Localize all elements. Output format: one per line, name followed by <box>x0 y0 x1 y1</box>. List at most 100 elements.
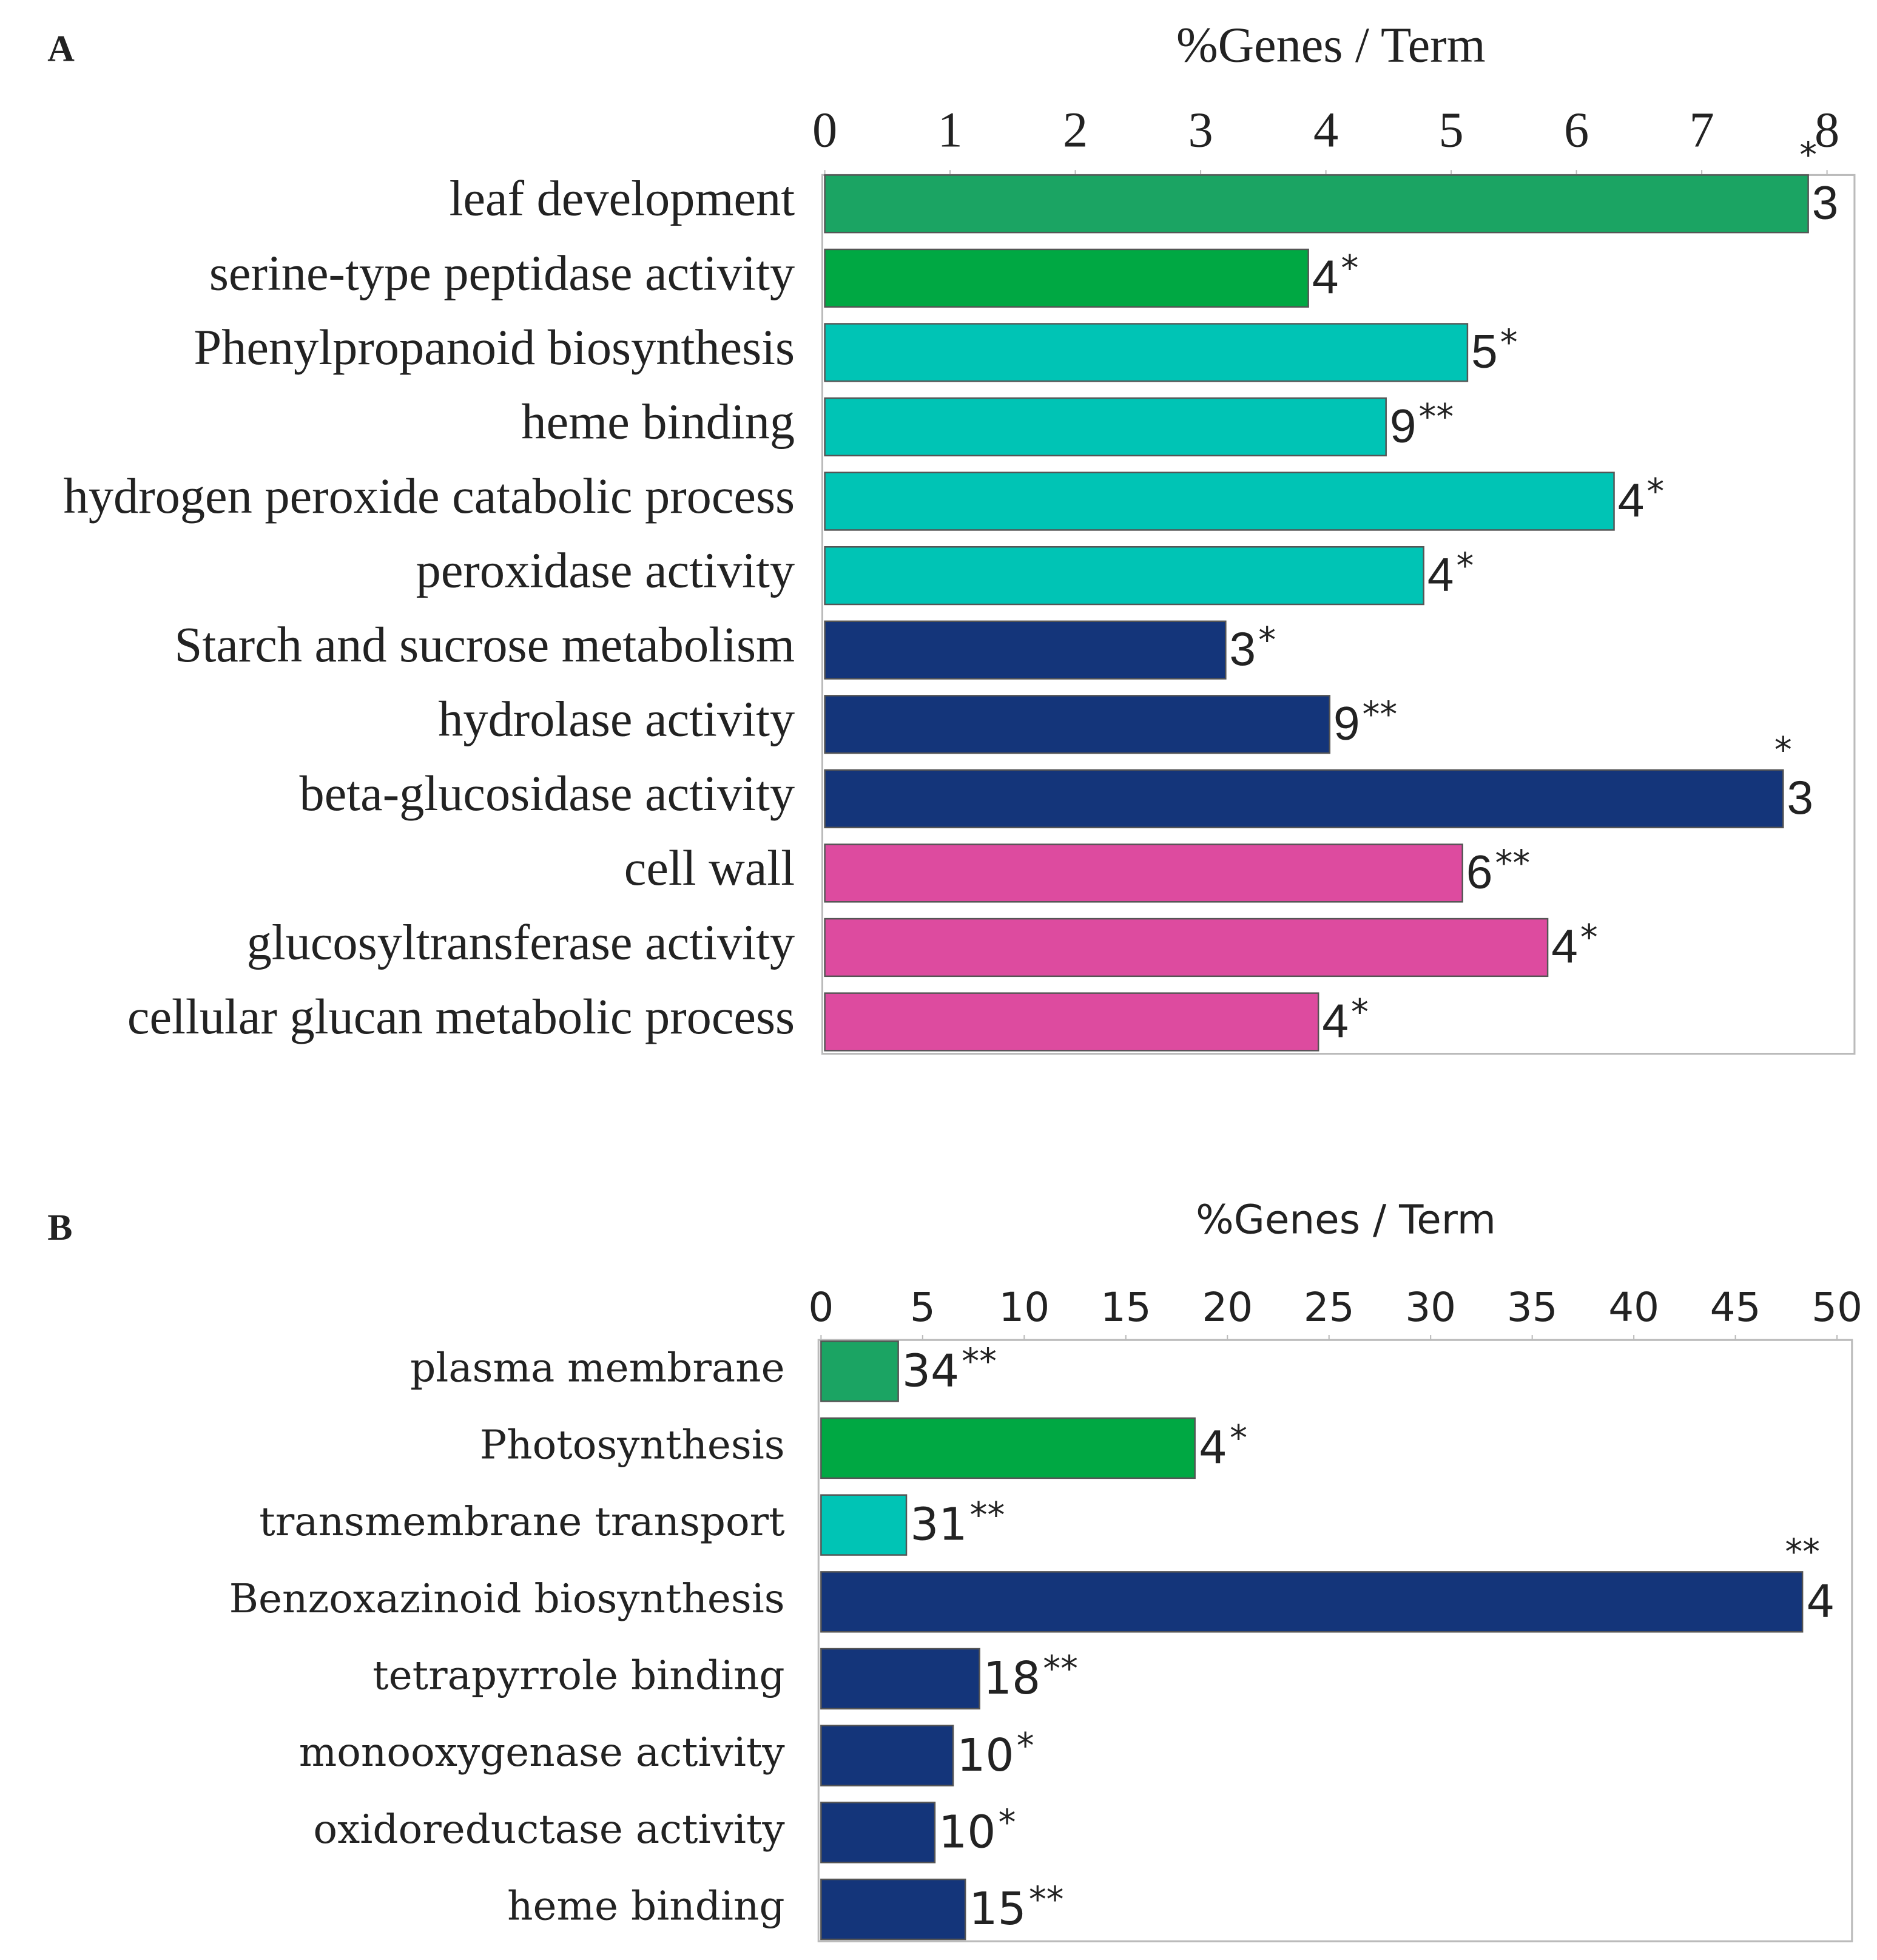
x-tick-label: 15 <box>1100 1284 1151 1331</box>
category-label: transmembrane transport <box>259 1498 784 1545</box>
x-tick-label: 4 <box>1313 102 1338 157</box>
bar <box>820 1571 1804 1633</box>
bar <box>820 1878 966 1941</box>
gene-count: 4 <box>1806 1575 1835 1627</box>
panel-label: B <box>47 1207 72 1248</box>
significance: ** <box>970 1494 1005 1535</box>
gene-count: 9 <box>1390 399 1417 452</box>
category-label: oxidoreductase activity <box>313 1806 785 1853</box>
bar <box>824 397 1387 457</box>
significance: ** <box>962 1340 997 1382</box>
significance: ** <box>1029 1879 1064 1920</box>
gene-count: 5 <box>1471 325 1498 378</box>
category-label: beta-glucosidase activity <box>300 766 795 821</box>
gene-count: 4 <box>1199 1422 1227 1474</box>
significance: * <box>1456 545 1474 586</box>
axis-title: %Genes / Term <box>1196 1197 1496 1243</box>
bar <box>824 323 1469 382</box>
bar <box>824 695 1331 754</box>
significance: * <box>1230 1418 1247 1459</box>
significance: * <box>1341 248 1358 289</box>
bar <box>824 992 1319 1052</box>
x-tick-label: 3 <box>1188 102 1213 157</box>
significance: ** <box>1419 396 1454 438</box>
bar <box>820 1725 954 1786</box>
bar <box>824 843 1463 903</box>
category-label: tetrapyrrole binding <box>372 1652 785 1698</box>
significance: ** <box>1495 842 1530 884</box>
category-label: cellular glucan metabolic process <box>127 989 795 1044</box>
x-tick-label: 6 <box>1564 102 1589 157</box>
significance: * <box>1258 619 1276 660</box>
bar <box>820 1647 980 1710</box>
significance: ** <box>1363 694 1398 735</box>
x-tick-label: 2 <box>1063 102 1088 157</box>
gene-count: 9 <box>1333 697 1360 750</box>
bar <box>824 769 1784 828</box>
bar <box>824 546 1424 606</box>
category-label: leaf development <box>450 171 795 226</box>
x-tick-label: 40 <box>1608 1284 1659 1331</box>
x-tick-label: 35 <box>1507 1284 1558 1331</box>
bar <box>824 248 1309 308</box>
x-tick-label: 0 <box>812 102 837 157</box>
x-tick-label: 30 <box>1405 1284 1456 1331</box>
category-label: heme binding <box>507 1883 785 1930</box>
gene-count: 15 <box>969 1883 1026 1935</box>
significance: * <box>999 1802 1016 1843</box>
x-tick-label: 8 <box>1815 102 1839 157</box>
plot-frame <box>817 1339 1853 1942</box>
bar <box>820 1417 1196 1479</box>
significance: * <box>1500 322 1518 363</box>
gene-count: 4 <box>1322 994 1349 1047</box>
x-tick-label: 25 <box>1304 1284 1355 1331</box>
significance: * <box>1646 470 1664 512</box>
panel-label: A <box>47 29 75 70</box>
gene-count: 4 <box>1427 547 1454 601</box>
category-label: Benzoxazinoid biosynthesis <box>229 1575 785 1622</box>
x-tick-label: 7 <box>1690 102 1714 157</box>
significance: * <box>1017 1725 1034 1766</box>
x-tick-label: 1 <box>937 102 962 157</box>
significance: * <box>1799 134 1817 175</box>
bar <box>820 1494 908 1556</box>
x-tick-label: 10 <box>999 1284 1050 1331</box>
x-tick-label: 50 <box>1811 1284 1862 1331</box>
significance: * <box>1774 729 1792 771</box>
bar <box>820 1802 936 1864</box>
bar <box>820 1340 899 1402</box>
gene-count: 18 <box>983 1652 1040 1705</box>
bar <box>824 620 1227 680</box>
x-tick-label: 5 <box>1438 102 1463 157</box>
category-label: serine-type peptidase activity <box>209 245 795 300</box>
gene-count: 10 <box>938 1806 996 1858</box>
x-tick-label: 45 <box>1710 1284 1761 1331</box>
category-label: cell wall <box>624 840 795 896</box>
gene-count: 6 <box>1466 845 1493 899</box>
gene-count: 4 <box>1551 919 1578 973</box>
category-label: hydrogen peroxide catabolic process <box>64 468 795 524</box>
gene-count: 4 <box>1312 250 1339 303</box>
gene-count: 3 <box>1230 622 1256 675</box>
category-label: heme binding <box>521 394 795 449</box>
axis-title: %Genes / Term <box>1176 17 1486 72</box>
category-label: Starch and sucrose metabolism <box>175 617 795 672</box>
x-tick-label: 5 <box>910 1284 935 1331</box>
significance: ** <box>1043 1648 1078 1689</box>
x-tick-label: 0 <box>808 1284 834 1331</box>
significance: ** <box>1785 1531 1820 1572</box>
category-label: Phenylpropanoid biosynthesis <box>194 320 795 375</box>
gene-count: 34 <box>902 1345 959 1397</box>
significance: * <box>1580 917 1598 958</box>
gene-count: 31 <box>910 1499 967 1551</box>
gene-count: 10 <box>957 1729 1014 1782</box>
category-label: Photosynthesis <box>480 1421 785 1468</box>
x-tick-label: 20 <box>1202 1284 1253 1331</box>
category-label: peroxidase activity <box>416 543 795 598</box>
bar <box>824 917 1549 978</box>
bar <box>824 471 1615 531</box>
significance: * <box>1351 991 1369 1032</box>
gene-count: 3 <box>1812 176 1839 229</box>
gene-count: 3 <box>1787 771 1814 824</box>
